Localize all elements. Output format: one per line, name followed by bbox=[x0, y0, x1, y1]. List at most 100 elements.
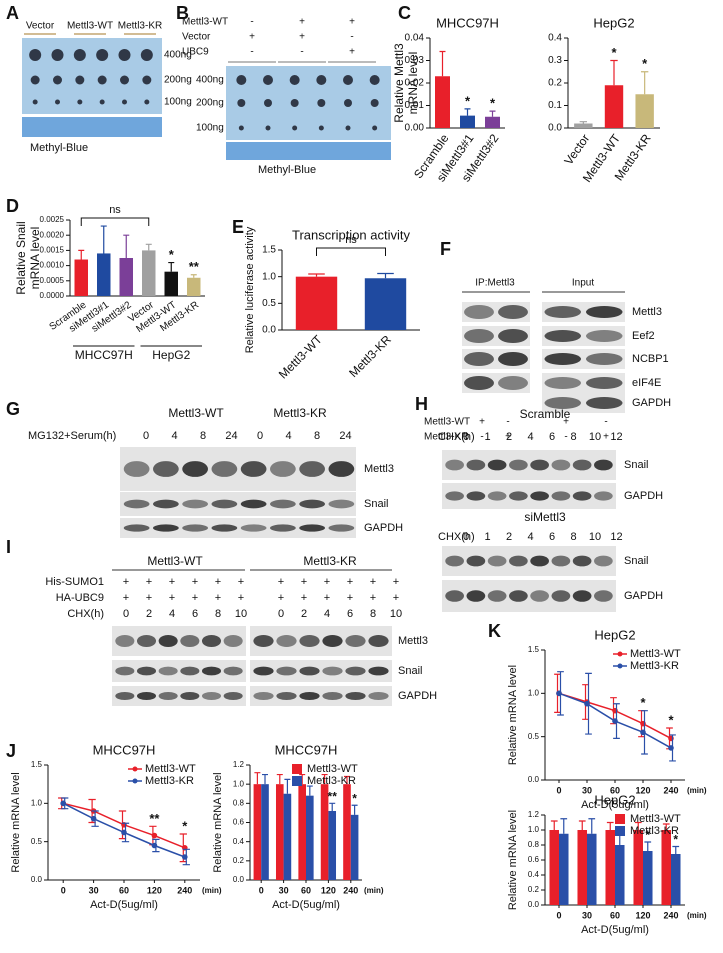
label: - bbox=[480, 432, 483, 443]
band bbox=[445, 459, 464, 471]
legend-swatch bbox=[292, 764, 302, 774]
band bbox=[368, 635, 389, 647]
dot bbox=[372, 125, 378, 131]
label: + bbox=[215, 592, 221, 604]
band bbox=[115, 635, 135, 647]
point bbox=[60, 800, 66, 807]
label: + bbox=[238, 592, 244, 604]
label: Input bbox=[572, 278, 594, 289]
label: Mettl3-WT bbox=[182, 17, 228, 28]
label: + bbox=[169, 576, 175, 588]
panel-letter: G bbox=[6, 399, 20, 419]
error-bar bbox=[489, 110, 496, 117]
x-tick-label: 0 bbox=[259, 885, 264, 895]
label: 12 bbox=[610, 531, 622, 543]
label: 8 bbox=[200, 430, 206, 442]
label: Eef2 bbox=[632, 330, 655, 342]
band bbox=[240, 499, 267, 509]
blot-box bbox=[250, 626, 392, 656]
x-tick-label: 120 bbox=[321, 885, 336, 895]
label: 100ng bbox=[196, 123, 224, 134]
error-bar bbox=[329, 802, 336, 811]
label: Snail bbox=[624, 459, 648, 471]
legend-label: Mettl3-WT bbox=[145, 763, 196, 775]
label: + bbox=[299, 32, 305, 43]
bar bbox=[253, 784, 262, 880]
label: 0 bbox=[463, 531, 469, 543]
blot-box bbox=[112, 660, 246, 682]
stain-strip bbox=[226, 142, 391, 160]
significance: * bbox=[465, 93, 471, 108]
y-tick-label: 0.0 bbox=[31, 875, 43, 884]
label: IP:Mettl3 bbox=[475, 278, 515, 289]
error-bar bbox=[560, 818, 568, 834]
label: - bbox=[300, 47, 303, 58]
bar bbox=[261, 784, 269, 880]
chart-title: MHCC97H bbox=[275, 742, 338, 757]
band bbox=[594, 555, 613, 567]
bar bbox=[97, 253, 111, 296]
band bbox=[487, 459, 507, 471]
legend-marker bbox=[132, 766, 138, 772]
x-tick-label: 120 bbox=[147, 885, 162, 895]
x-axis-label: Act-D(5ug/ml) bbox=[581, 799, 649, 811]
x-tick-label: 60 bbox=[610, 910, 620, 920]
label: + bbox=[393, 576, 399, 588]
band bbox=[153, 499, 179, 509]
band bbox=[572, 491, 592, 501]
band bbox=[509, 590, 528, 602]
band bbox=[509, 491, 528, 501]
band bbox=[464, 305, 494, 319]
label: CHX(h) bbox=[67, 608, 104, 620]
legend-label: Mettl3-KR bbox=[630, 825, 679, 837]
label: 10 bbox=[589, 531, 601, 543]
y-tick-label: 1.0 bbox=[233, 779, 245, 788]
legend-label: Mettl3-KR bbox=[307, 775, 356, 787]
band bbox=[368, 666, 389, 676]
label: 2 bbox=[146, 608, 152, 620]
label: 6 bbox=[347, 608, 353, 620]
significance: * bbox=[640, 695, 646, 710]
dot bbox=[345, 125, 351, 131]
band bbox=[551, 555, 571, 567]
y-tick-label: 0.4 bbox=[548, 33, 562, 44]
point bbox=[612, 718, 618, 724]
error-bar bbox=[145, 243, 152, 251]
band bbox=[211, 524, 238, 532]
band bbox=[551, 491, 571, 501]
bar bbox=[485, 116, 500, 128]
y-tick-label: 0.2 bbox=[233, 856, 245, 865]
y-tick-label: 0.01 bbox=[405, 100, 425, 111]
error-bar bbox=[168, 261, 175, 272]
label: - bbox=[604, 417, 607, 428]
group-label: MHCC97H bbox=[75, 348, 133, 362]
y-tick-label: 0.8 bbox=[233, 798, 245, 807]
label: + bbox=[278, 576, 284, 588]
band bbox=[253, 635, 274, 647]
significance: ** bbox=[149, 811, 160, 826]
y-tick-label: 1.5 bbox=[31, 760, 43, 769]
chart-title: HepG2 bbox=[594, 627, 635, 642]
dot bbox=[290, 99, 299, 107]
dot bbox=[30, 75, 40, 85]
label: + bbox=[301, 576, 307, 588]
error-bar bbox=[299, 773, 306, 785]
label: + bbox=[123, 592, 129, 604]
y-axis-label: mRNA level bbox=[28, 227, 42, 290]
y-tick-label: 0.0020 bbox=[40, 230, 65, 239]
label: Scramble bbox=[520, 407, 571, 421]
band bbox=[487, 590, 507, 602]
band bbox=[544, 397, 582, 409]
band bbox=[544, 306, 582, 318]
y-tick-label: 0.8 bbox=[528, 840, 540, 849]
label: 6 bbox=[192, 608, 198, 620]
blot-box bbox=[250, 686, 392, 706]
band bbox=[253, 666, 274, 676]
band bbox=[509, 459, 528, 471]
label: 10 bbox=[235, 608, 247, 620]
y-tick-label: 0.0 bbox=[528, 900, 540, 909]
band bbox=[530, 491, 549, 501]
chart-title: HepG2 bbox=[593, 15, 634, 30]
label: Mettl3 bbox=[364, 463, 394, 475]
y-tick-label: 0.3 bbox=[548, 55, 562, 66]
